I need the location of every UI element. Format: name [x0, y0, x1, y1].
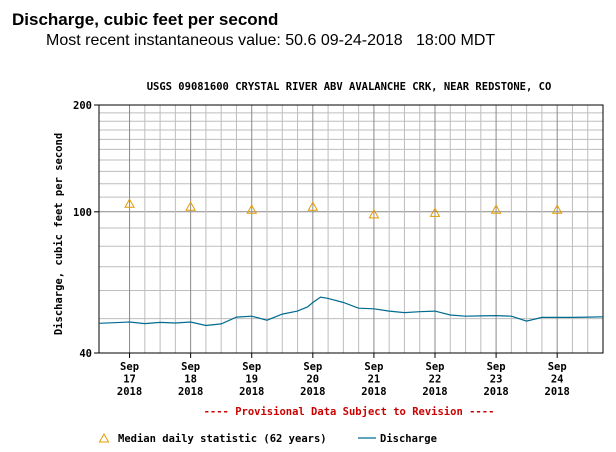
- x-tick-label: 2018: [361, 386, 386, 398]
- median-point: [368, 208, 380, 219]
- x-tick-label: Sep: [548, 361, 567, 373]
- y-tick-label: 200: [73, 100, 92, 112]
- x-tick-label: Sep: [487, 361, 506, 373]
- x-tick-label: Sep: [120, 361, 139, 373]
- x-axis-ticks: Sep172018Sep182018Sep192018Sep202018Sep2…: [117, 353, 570, 398]
- y-tick-label: 40: [79, 348, 92, 360]
- x-tick-label: 2018: [300, 386, 325, 398]
- legend-triangle-icon: [98, 432, 110, 443]
- y-axis-ticks: 40 100 200: [73, 100, 99, 360]
- x-tick-label: 19: [245, 374, 258, 386]
- x-tick-label: 22: [429, 374, 442, 386]
- x-tick-label: Sep: [181, 361, 200, 373]
- plot-frame: [98, 104, 604, 354]
- series-layer: [98, 198, 604, 327]
- legend-label-discharge: Discharge: [380, 433, 437, 445]
- median-point: [429, 207, 441, 217]
- y-axis-label: Discharge, cubic feet per second: [53, 133, 65, 335]
- median-point: [246, 204, 258, 214]
- x-tick-label: 21: [368, 374, 381, 386]
- legend: Median daily statistic (62 years) Discha…: [98, 432, 437, 445]
- x-tick-label: 17: [123, 374, 136, 386]
- x-tick-label: 2018: [483, 386, 508, 398]
- median-point: [551, 204, 563, 214]
- x-tick-label: 23: [490, 374, 503, 386]
- x-tick-label: 2018: [422, 386, 447, 398]
- chart-grid: [99, 105, 603, 353]
- chart-title: USGS 09081600 CRYSTAL RIVER ABV AVALANCH…: [147, 81, 552, 93]
- most-recent-value: Most recent instantaneous value: 50.6 09…: [46, 32, 496, 49]
- x-tick-label: Sep: [303, 361, 322, 373]
- x-tick-label: 24: [551, 374, 564, 386]
- provisional-note: ---- Provisional Data Subject to Revisio…: [204, 406, 495, 418]
- x-tick-label: 2018: [117, 386, 142, 398]
- x-tick-label: 20: [306, 374, 319, 386]
- median-point: [124, 198, 135, 208]
- x-tick-label: 2018: [239, 386, 264, 398]
- median-point: [185, 201, 196, 211]
- x-tick-label: 18: [184, 374, 197, 386]
- median-point: [490, 204, 502, 214]
- page-title: Discharge, cubic feet per second: [12, 10, 279, 29]
- x-tick-label: Sep: [242, 361, 261, 373]
- discharge-line: [98, 296, 604, 327]
- x-tick-label: 2018: [545, 386, 570, 398]
- x-tick-label: 2018: [178, 386, 203, 398]
- x-tick-label: Sep: [364, 361, 383, 373]
- x-tick-label: Sep: [426, 361, 445, 373]
- median-point: [307, 201, 319, 211]
- legend-label-median: Median daily statistic (62 years): [118, 433, 327, 445]
- y-tick-label: 100: [73, 207, 92, 219]
